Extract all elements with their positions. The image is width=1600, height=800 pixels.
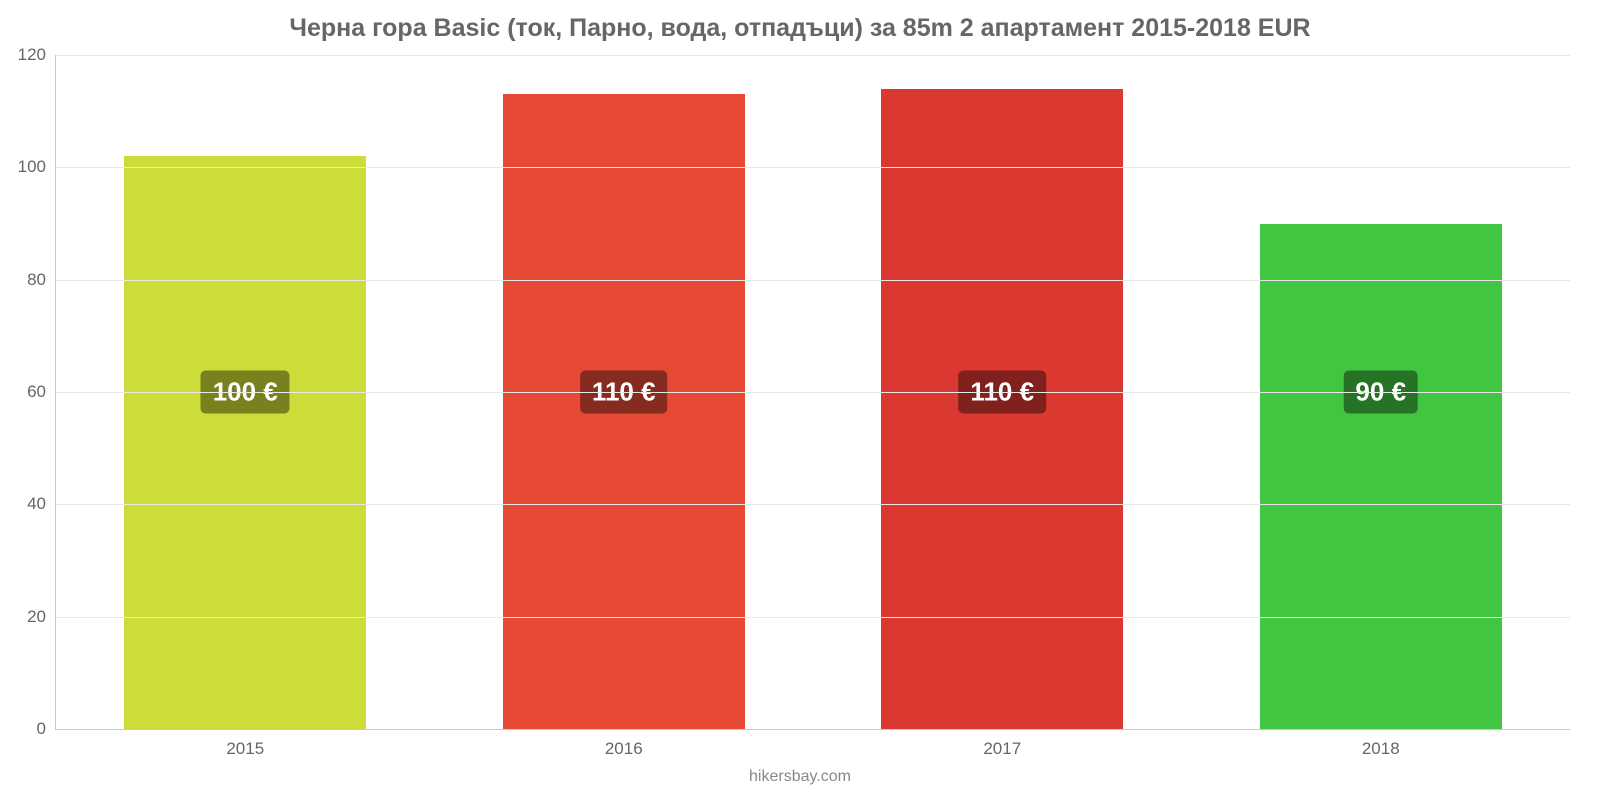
chart-title: Черна гора Basic (ток, Парно, вода, отпа… [0, 14, 1600, 43]
y-tick-label: 120 [18, 45, 56, 65]
gridline [56, 280, 1570, 281]
bar: 110 € [881, 89, 1123, 729]
y-tick-label: 0 [37, 719, 56, 739]
x-tick-label: 2016 [605, 729, 643, 759]
y-tick-label: 80 [27, 270, 56, 290]
x-tick-label: 2017 [983, 729, 1021, 759]
y-tick-label: 40 [27, 494, 56, 514]
y-tick-label: 60 [27, 382, 56, 402]
plot-area: 100 €110 €110 €90 € 02040608010012020152… [55, 55, 1570, 730]
bar: 90 € [1260, 224, 1502, 730]
y-tick-label: 20 [27, 607, 56, 627]
chart-container: Черна гора Basic (ток, Парно, вода, отпа… [0, 0, 1600, 800]
y-tick-label: 100 [18, 157, 56, 177]
gridline [56, 504, 1570, 505]
gridline [56, 392, 1570, 393]
bar: 100 € [124, 156, 366, 729]
x-tick-label: 2018 [1362, 729, 1400, 759]
gridline [56, 167, 1570, 168]
chart-footer: hikersbay.com [0, 768, 1600, 786]
x-tick-label: 2015 [226, 729, 264, 759]
gridline [56, 617, 1570, 618]
bar: 110 € [503, 94, 745, 729]
gridline [56, 55, 1570, 56]
